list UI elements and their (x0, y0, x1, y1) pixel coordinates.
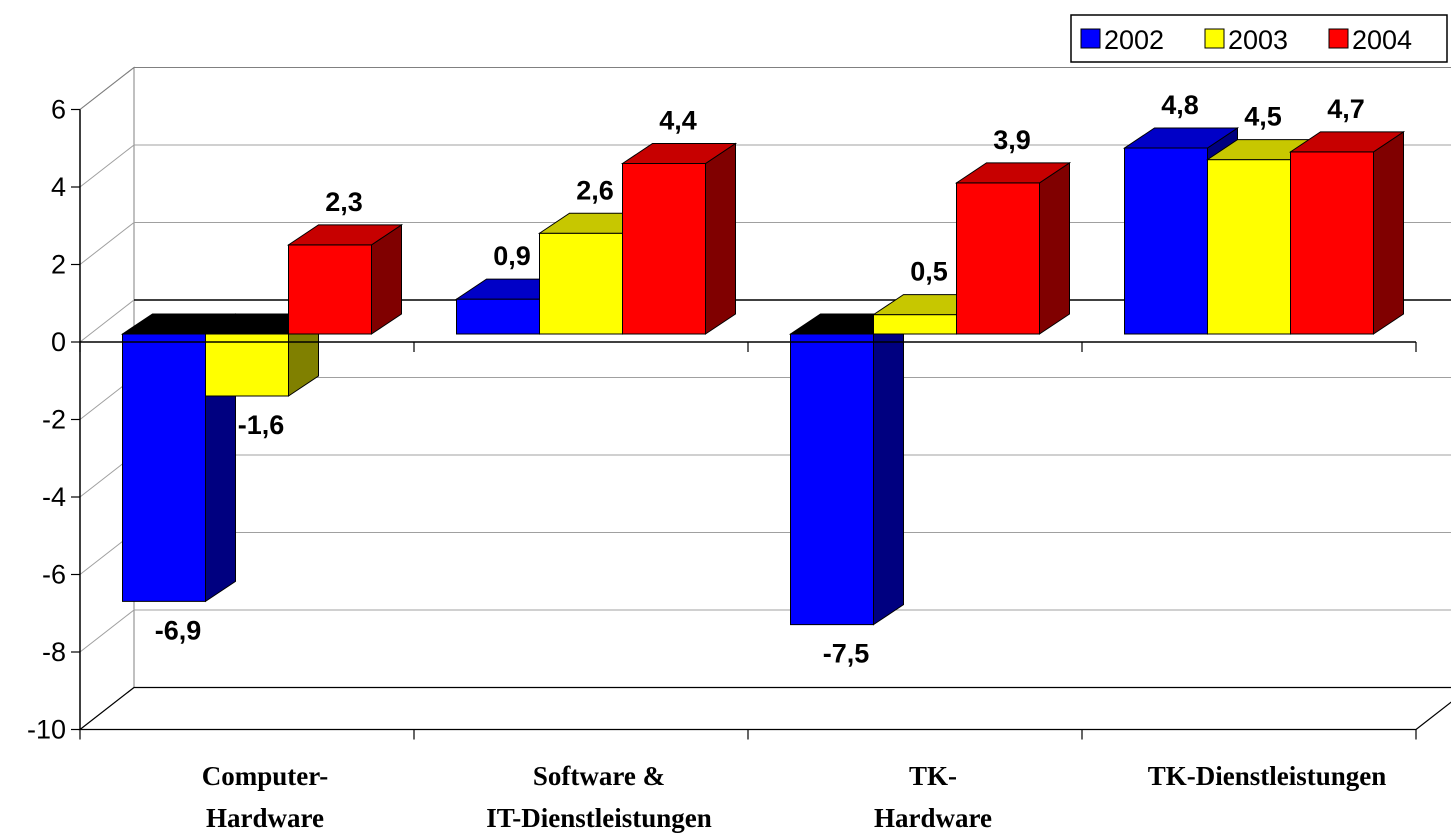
legend-label-2004: 2004 (1352, 25, 1412, 55)
gridline (79, 609, 1451, 653)
bar-front-2004-1 (622, 163, 706, 335)
data-label-2004-2: 3,9 (993, 125, 1031, 155)
category-label: TK-Dienstleistungen (1148, 761, 1387, 791)
y-tick-label: -8 (42, 637, 66, 667)
bar-front-2002-3 (1124, 147, 1208, 335)
y-tick-label: 2 (51, 250, 66, 280)
bar-top-2004-3 (1288, 131, 1406, 153)
data-label-2003-3: 4,5 (1244, 102, 1282, 132)
data-label-2004-1: 4,4 (659, 106, 697, 136)
bar-top-2004-0 (286, 224, 404, 246)
bar-front-2003-2 (873, 314, 957, 335)
bar-front-2002-0 (122, 333, 206, 602)
data-label-2003-1: 2,6 (576, 175, 614, 205)
legend-label-2003: 2003 (1228, 25, 1288, 55)
category-label: Hardware (874, 803, 992, 833)
y-tick-label: -6 (42, 560, 66, 590)
data-label-2003-0: -1,6 (238, 410, 285, 440)
category-label: Computer- (202, 761, 328, 791)
data-label-2002-1: 0,9 (493, 241, 531, 271)
gridline (79, 144, 1451, 188)
legend-label-2002: 2002 (1104, 25, 1164, 55)
gridline-top (79, 67, 1451, 110)
bar-front-2003-3 (1207, 159, 1291, 335)
data-label-2004-3: 4,7 (1327, 94, 1365, 124)
bar-front-2004-2 (956, 182, 1040, 335)
y-tick-label: -2 (42, 405, 66, 435)
bar-side-2002-2 (873, 313, 904, 626)
legend (1070, 14, 1448, 63)
y-tick-label: 6 (51, 95, 66, 125)
category-label: Software & (533, 761, 665, 791)
data-label-2002-0: -6,9 (155, 615, 202, 645)
y-tick-label: -10 (27, 715, 66, 745)
bar-front-2004-0 (288, 244, 372, 335)
legend-swatch-2003 (1204, 28, 1225, 49)
data-label-2004-0: 2,3 (325, 187, 363, 217)
y-tick-label: -4 (42, 482, 66, 512)
bar-front-2003-1 (539, 232, 623, 335)
bar-top-2004-1 (620, 143, 738, 164)
bar-front-2002-2 (790, 333, 874, 626)
data-label-2003-2: 0,5 (910, 257, 948, 287)
data-label-2002-2: -7,5 (823, 639, 870, 669)
bar-top-2002-3 (1122, 127, 1240, 149)
category-label: IT-Dienstleistungen (486, 803, 712, 833)
bar-side-2004-1 (705, 142, 736, 335)
legend-swatch-2004 (1328, 28, 1349, 49)
legend-swatch-2002 (1080, 28, 1101, 49)
y-tick-label: 4 (51, 172, 66, 202)
bar-front-2002-1 (456, 298, 540, 335)
bar-side-2004-2 (1039, 161, 1070, 335)
category-label: Hardware (206, 803, 324, 833)
category-label: TK- (909, 761, 957, 791)
y-tick-label: 0 (51, 327, 66, 357)
bar-front-2004-3 (1290, 151, 1374, 335)
bar-top-2004-2 (954, 162, 1072, 184)
bar-front-2003-0 (205, 333, 289, 397)
data-label-2002-3: 4,8 (1161, 90, 1199, 120)
floor (78, 686, 1451, 731)
bar-side-2004-3 (1373, 130, 1404, 335)
